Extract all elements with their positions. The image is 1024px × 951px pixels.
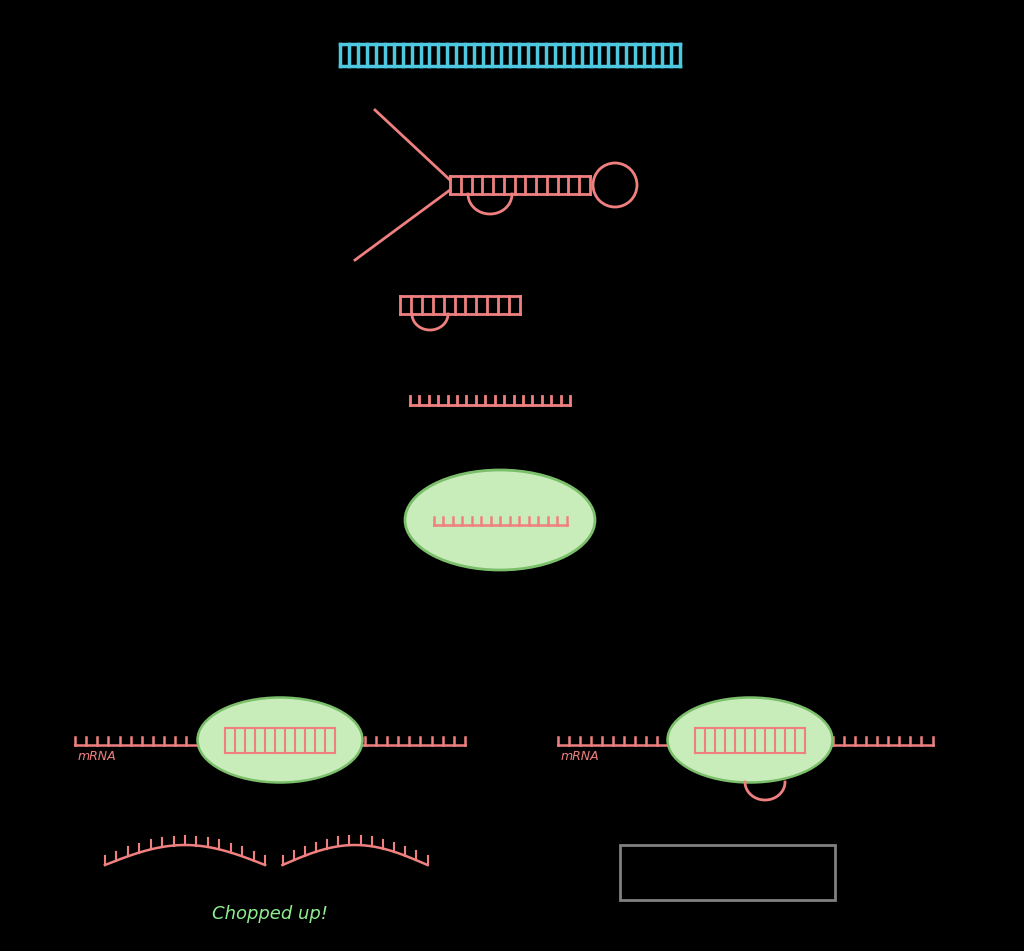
Text: Chopped up!: Chopped up! bbox=[212, 905, 328, 923]
Text: mRNA: mRNA bbox=[78, 750, 117, 763]
Ellipse shape bbox=[198, 697, 362, 783]
Ellipse shape bbox=[668, 697, 833, 783]
Text: mRNA: mRNA bbox=[560, 750, 599, 763]
Ellipse shape bbox=[406, 470, 595, 570]
